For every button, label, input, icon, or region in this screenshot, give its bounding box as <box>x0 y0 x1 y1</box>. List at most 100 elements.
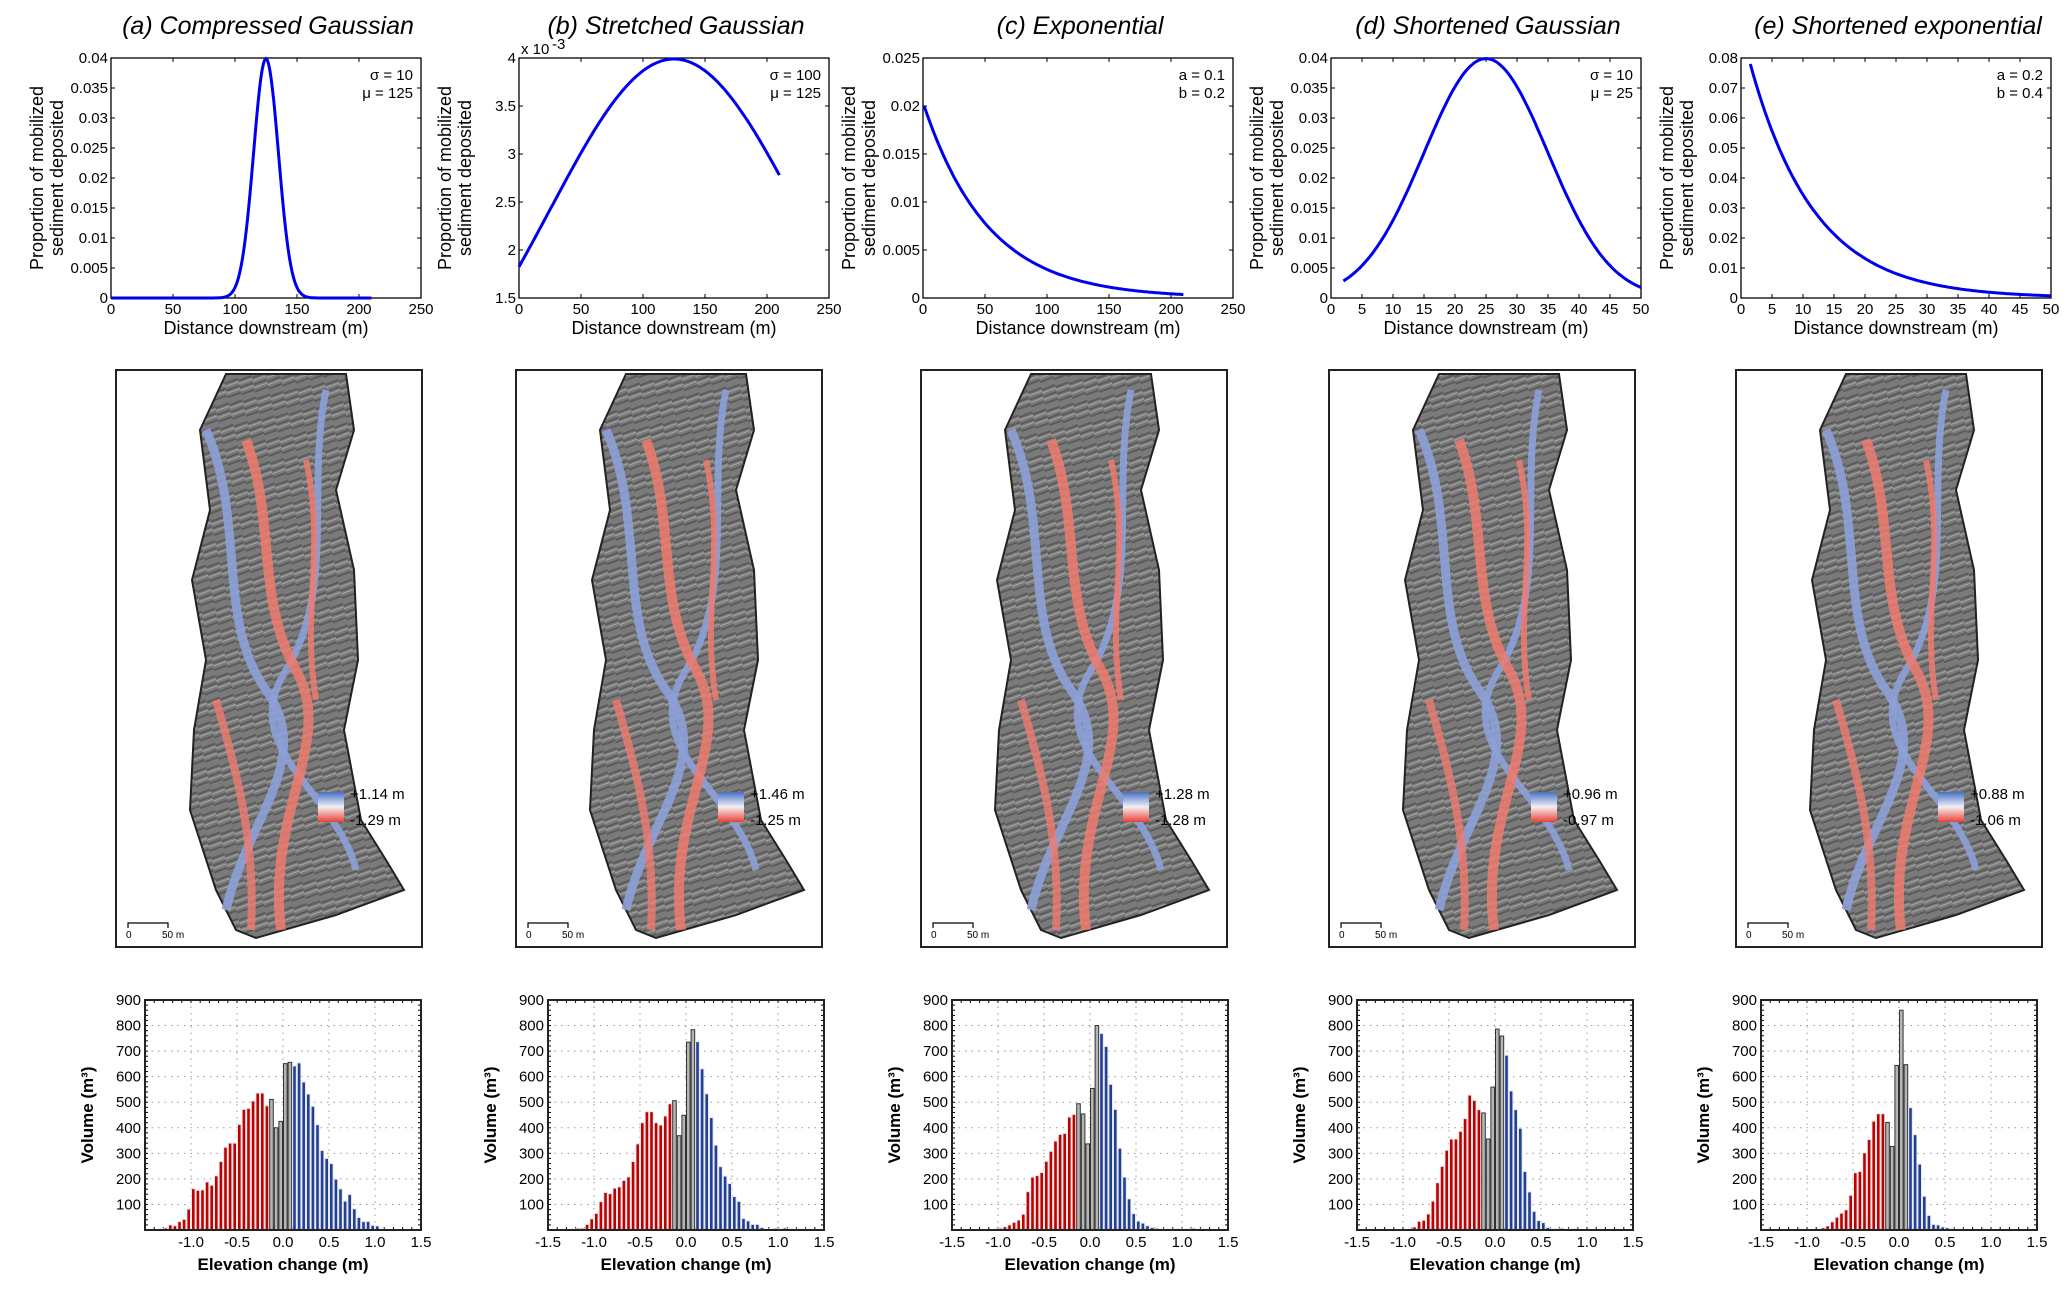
bar-neutral <box>1889 1145 1895 1231</box>
bar-erosion <box>626 1176 631 1231</box>
y-tick-label: 0 <box>100 290 108 307</box>
x-axis-label: Elevation change (m) <box>1814 1255 1985 1274</box>
x-tick-label: 50 <box>573 301 590 318</box>
bar-deposition <box>1140 1222 1146 1231</box>
histogram-d: -1.5 -1.0 -0.5 0.0 0.5 1.0 1.5 100 200 300 400 500 6… <box>1290 992 1643 1274</box>
bar-deposition <box>727 1182 733 1231</box>
bar-neutral <box>287 1061 293 1231</box>
x-tick-label: 1.5 <box>411 1234 432 1251</box>
scale-bar <box>932 922 974 928</box>
panel-e: (e) Shortened exponential 0 5 10 15 20 25 30 35 4… <box>1657 12 2059 1274</box>
x-tick-label: 100 <box>222 301 247 318</box>
bar-erosion <box>589 1218 595 1231</box>
legend-min-label: -1.25 m <box>750 812 801 829</box>
param-label: μ = 125 <box>362 85 413 102</box>
x-tick-label: 0 <box>1327 301 1335 318</box>
bar-deposition <box>1541 1222 1546 1231</box>
bar-deposition <box>347 1193 352 1231</box>
bar-deposition <box>352 1208 357 1231</box>
x-tick-label: 0.5 <box>1531 1234 1552 1251</box>
bar-deposition <box>1136 1220 1141 1231</box>
histogram-e: -1.5 -1.0 -0.5 0.0 0.5 1.0 1.5 100 200 300 400 500 6… <box>1694 992 2047 1274</box>
x-tick-label: 150 <box>692 301 717 318</box>
bar-deposition <box>365 1220 371 1231</box>
colorbar-legend <box>1123 792 1149 822</box>
param-label: b = 0.4 <box>1997 85 2043 102</box>
scale-bar-start-label: 0 <box>931 930 937 941</box>
legend-max-label: +0.96 m <box>1563 786 1618 803</box>
x-tick-label: 1.0 <box>1981 1234 2002 1251</box>
y-tick-label: 0.035 <box>70 80 108 97</box>
bar-deposition <box>1508 1090 1514 1231</box>
deposition-channel <box>1006 428 1094 911</box>
scale-bar <box>1340 922 1382 928</box>
x-tick-label: 20 <box>1447 301 1464 318</box>
x-tick-label: 50 <box>1633 301 1650 318</box>
y-axis-label-line1: Proportion of mobilized <box>1657 86 1677 270</box>
y-tick-label: 100 <box>116 1196 141 1213</box>
bar-erosion <box>1439 1165 1445 1231</box>
panel-d: (d) Shortened Gaussian 0 5 10 15 20 25 30 35 40 45… <box>1247 12 1649 1274</box>
legend-max-label: +1.46 m <box>750 786 805 803</box>
scale-bar-start-label: 0 <box>1339 930 1345 941</box>
bar-erosion <box>612 1187 618 1231</box>
bar-deposition <box>1504 1054 1509 1231</box>
line-plot-b: (b) Stretched Gaussian 0 50 100 150 200 250 1.5… <box>435 12 842 338</box>
erosion-channel <box>703 459 719 701</box>
bar-neutral <box>1481 1112 1486 1231</box>
x-tick-label: 40 <box>1571 301 1588 318</box>
x-tick-label: 100 <box>1034 301 1059 318</box>
bar-erosion <box>617 1186 622 1231</box>
bar-erosion <box>218 1161 224 1231</box>
erosion-channel <box>1454 438 1527 931</box>
chart-title: (e) Shortened exponential <box>1754 12 2043 40</box>
x-tick-label: 35 <box>1950 301 1967 318</box>
bar-deposition <box>1536 1220 1542 1231</box>
bar-erosion <box>1430 1200 1436 1231</box>
bar-erosion <box>667 1103 673 1231</box>
histogram-frame <box>547 999 825 1231</box>
bar-erosion <box>1462 1118 1468 1231</box>
map-panel-a: +1.14 m -1.29 m 0 50 m <box>115 369 423 948</box>
y-tick-label: 100 <box>923 1196 948 1213</box>
x-tick-label: 45 <box>1602 301 1619 318</box>
y-tick-label: 800 <box>923 1018 948 1035</box>
x-tick-label: 100 <box>630 301 655 318</box>
bar-neutral <box>1894 1064 1900 1231</box>
x-tick-label: 1.5 <box>2027 1234 2048 1251</box>
bar-erosion <box>241 1108 247 1231</box>
erosion-channel <box>1108 459 1124 701</box>
histogram-frame <box>1760 999 2038 1231</box>
y-tick-label: 2 <box>508 242 516 259</box>
erosion-channel <box>1425 698 1469 931</box>
x-tick-label: 0.0 <box>1889 1234 1910 1251</box>
erosion-channel <box>1516 459 1532 701</box>
y-exponent-label: x 10 <box>521 41 549 58</box>
y-tick-label: 900 <box>519 992 544 1009</box>
bar-deposition <box>333 1178 339 1231</box>
y-tick-label: 900 <box>1732 992 1757 1009</box>
bar-erosion <box>1848 1194 1854 1231</box>
y-tick-label: 600 <box>1732 1069 1757 1086</box>
y-tick-label: 0.04 <box>1709 170 1738 187</box>
x-axis-label: Distance downstream (m) <box>163 318 368 338</box>
bar-deposition <box>342 1200 348 1231</box>
line-plot-c: (c) Exponential 0 50 100 150 200 250 0 0.005 0.01… <box>839 12 1246 338</box>
chart-title: (b) Stretched Gaussian <box>547 12 804 40</box>
bar-neutral <box>672 1100 677 1231</box>
plot-frame <box>922 57 1234 299</box>
bar-erosion <box>1071 1113 1077 1231</box>
bar-deposition <box>1522 1170 1528 1231</box>
x-tick-label: -1.0 <box>1390 1234 1416 1251</box>
bar-erosion <box>191 1188 196 1231</box>
histogram-frame <box>144 999 422 1231</box>
erosion-channel <box>241 438 314 931</box>
y-tick-label: 700 <box>519 1043 544 1060</box>
histogram-a: -1.0 -0.5 0.0 0.5 1.0 1.5 100 200 300 400 500 600 70… <box>78 992 431 1274</box>
x-axis-label: Distance downstream (m) <box>571 318 776 338</box>
x-tick-label: -1.0 <box>581 1234 607 1251</box>
bar-erosion <box>186 1208 191 1231</box>
scale-bar-end-label: 50 m <box>1375 930 1397 941</box>
param-label: σ = 10 <box>370 67 413 84</box>
y-axis-label: Volume (m³) <box>885 1067 904 1164</box>
